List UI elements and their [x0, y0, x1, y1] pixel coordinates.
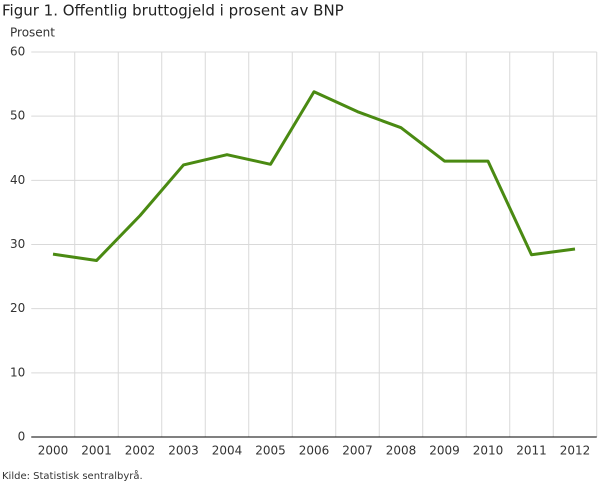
chart-title: Figur 1. Offentlig bruttogjeld i prosent…: [2, 2, 344, 20]
x-tick-label: 2009: [429, 444, 460, 458]
y-tick-label: 10: [10, 365, 25, 379]
x-tick-label: 2000: [38, 444, 69, 458]
y-tick-label: 0: [18, 430, 26, 444]
x-tick-label: 2006: [299, 444, 330, 458]
x-tick-label: 2001: [81, 444, 112, 458]
x-tick-label: 2010: [473, 444, 504, 458]
y-tick-label: 60: [10, 45, 25, 59]
y-tick-label: 30: [10, 237, 25, 251]
x-tick-label: 2005: [255, 444, 286, 458]
x-tick-label: 2004: [212, 444, 243, 458]
x-tick-label: 2011: [516, 444, 547, 458]
y-tick-label: 20: [10, 301, 25, 315]
data-line: [52, 90, 576, 263]
y-tick-label: 40: [10, 173, 25, 187]
x-tick-label: 2012: [560, 444, 591, 458]
x-tick-label: 2003: [168, 444, 199, 458]
x-tick-label: 2008: [386, 444, 417, 458]
y-axis-label: Prosent: [10, 26, 55, 40]
x-tick-label: 2007: [342, 444, 373, 458]
source: Kilde: Statistisk sentralbyrå.: [2, 469, 143, 482]
y-tick-label: 50: [10, 109, 25, 123]
x-tick-label: 2002: [125, 444, 156, 458]
